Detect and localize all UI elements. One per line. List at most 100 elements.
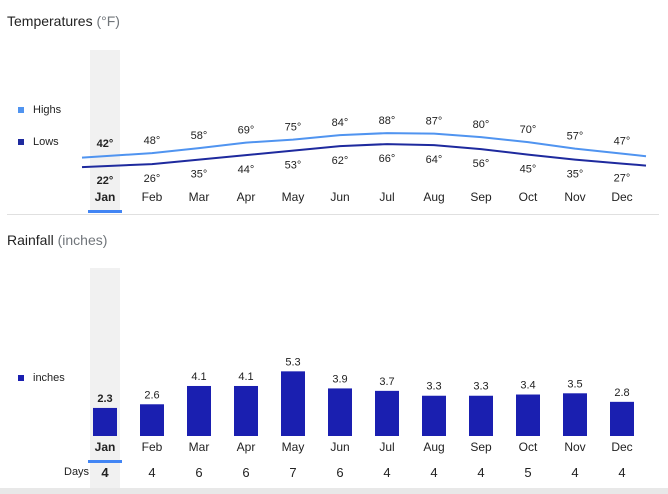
days-value-oct: 5	[524, 465, 532, 480]
rain-bar-aug	[422, 395, 446, 436]
rain-value-label-jul: 3.7	[379, 376, 394, 388]
rain-bar-jul	[375, 390, 399, 436]
temp-month-label-jul: Jul	[379, 190, 394, 204]
rain-value-label-jun: 3.9	[332, 373, 347, 385]
temp-month-label-mar: Mar	[189, 190, 210, 204]
rain-value-label-oct: 3.4	[520, 380, 535, 392]
days-value-dec: 4	[618, 465, 626, 480]
rain-month-label-feb: Feb	[142, 440, 163, 454]
rain-month-label-jan: Jan	[95, 440, 116, 454]
rain-bar-dec	[610, 401, 634, 436]
temperature-section-title: Temperatures (°F)	[7, 13, 120, 29]
rain-bar-sep	[469, 395, 493, 436]
days-value-jan: 4	[101, 465, 109, 480]
temperature-selected-underline	[88, 210, 122, 213]
rain-bar-may	[281, 371, 305, 436]
rain-bar-jan	[93, 407, 117, 436]
temperature-title: Temperatures	[7, 13, 93, 29]
highs-label-nov: 57°	[567, 131, 584, 143]
legend-inches-label: inches	[33, 372, 65, 384]
lows-label-sep: 56°	[473, 158, 490, 170]
legend-lows: Lows	[18, 136, 59, 148]
lows-label-dec: 27°	[614, 173, 631, 185]
rain-bar-apr	[234, 385, 258, 436]
rain-bar-feb	[140, 404, 164, 436]
days-value-aug: 4	[430, 465, 438, 480]
selected-month-band-temperature	[90, 50, 120, 210]
rain-bar-nov	[563, 393, 587, 436]
rain-month-label-dec: Dec	[611, 440, 632, 454]
highs-label-sep: 80°	[473, 119, 490, 131]
days-value-jun: 6	[336, 465, 344, 480]
highs-label-may: 75°	[285, 122, 302, 134]
days-label: Days	[64, 466, 90, 478]
rain-month-label-nov: Nov	[564, 440, 585, 454]
temp-month-label-apr: Apr	[237, 190, 256, 204]
days-value-sep: 4	[477, 465, 485, 480]
temp-month-label-may: May	[282, 190, 305, 204]
rainfall-selected-underline	[88, 460, 122, 463]
lows-label-may: 53°	[285, 160, 302, 172]
selected-month-band-rainfall	[90, 268, 120, 488]
temp-month-label-aug: Aug	[423, 190, 444, 204]
temp-month-label-sep: Sep	[470, 190, 492, 204]
rain-month-label-sep: Sep	[470, 440, 492, 454]
section-divider	[7, 214, 659, 215]
rainfall-title: Rainfall	[7, 232, 54, 248]
highs-label-jun: 84°	[332, 117, 349, 129]
rain-bar-oct	[516, 394, 540, 436]
rain-value-label-nov: 3.5	[567, 378, 582, 390]
days-value-may: 7	[289, 465, 297, 480]
highs-label-jul: 88°	[379, 115, 396, 127]
rain-bar-jun	[328, 388, 352, 436]
lows-label-mar: 35°	[191, 169, 208, 181]
legend-inches: inches	[18, 372, 65, 384]
rain-month-label-oct: Oct	[519, 440, 538, 454]
rain-month-label-apr: Apr	[237, 440, 256, 454]
temp-month-label-jan: Jan	[95, 190, 116, 204]
rain-month-label-mar: Mar	[189, 440, 210, 454]
lows-label-aug: 64°	[426, 154, 443, 166]
highs-label-apr: 69°	[238, 125, 255, 137]
highs-swatch-icon	[18, 107, 24, 113]
days-value-feb: 4	[148, 465, 156, 480]
lows-label-jun: 62°	[332, 155, 349, 167]
lows-label-feb: 26°	[144, 173, 161, 185]
highs-label-aug: 87°	[426, 116, 443, 128]
rain-month-label-aug: Aug	[423, 440, 444, 454]
rain-month-label-jun: Jun	[330, 440, 349, 454]
temp-month-label-oct: Oct	[519, 190, 538, 204]
temp-month-label-feb: Feb	[142, 190, 163, 204]
lows-label-jul: 66°	[379, 153, 396, 165]
highs-label-feb: 48°	[144, 135, 161, 147]
legend-highs-label: Highs	[33, 104, 62, 116]
highs-label-jan: 42°	[97, 138, 114, 150]
legend-lows-label: Lows	[33, 136, 59, 148]
rain-value-label-feb: 2.6	[144, 389, 159, 401]
days-value-apr: 6	[242, 465, 250, 480]
temp-month-label-nov: Nov	[564, 190, 585, 204]
highs-label-dec: 47°	[614, 136, 631, 148]
lows-label-apr: 44°	[238, 164, 255, 176]
rain-value-label-may: 5.3	[285, 356, 300, 368]
lows-label-nov: 35°	[567, 169, 584, 181]
days-value-jul: 4	[383, 465, 391, 480]
lows-label-oct: 45°	[520, 164, 537, 176]
rain-value-label-jan: 2.3	[97, 393, 112, 405]
rainfall-unit: (inches)	[57, 232, 108, 248]
temperature-chart: 42° 48° 58° 69° 75° 84° 88° 87° 80° 70° 57° 47° 22° 2…	[81, 115, 647, 204]
rain-value-label-dec: 2.8	[614, 387, 629, 399]
temperature-unit: (°F)	[96, 13, 120, 29]
lows-swatch-icon	[18, 139, 24, 145]
rain-value-label-mar: 4.1	[191, 371, 206, 383]
temp-month-label-jun: Jun	[330, 190, 349, 204]
temp-line-lows	[81, 143, 647, 169]
lows-label-jan: 22°	[97, 175, 114, 187]
rain-value-label-sep: 3.3	[473, 381, 488, 393]
rain-bar-mar	[187, 385, 211, 436]
days-value-mar: 6	[195, 465, 203, 480]
rain-month-label-may: May	[282, 440, 305, 454]
rain-month-label-jul: Jul	[379, 440, 394, 454]
legend-highs: Highs	[18, 104, 61, 116]
rain-value-label-aug: 3.3	[426, 381, 441, 393]
